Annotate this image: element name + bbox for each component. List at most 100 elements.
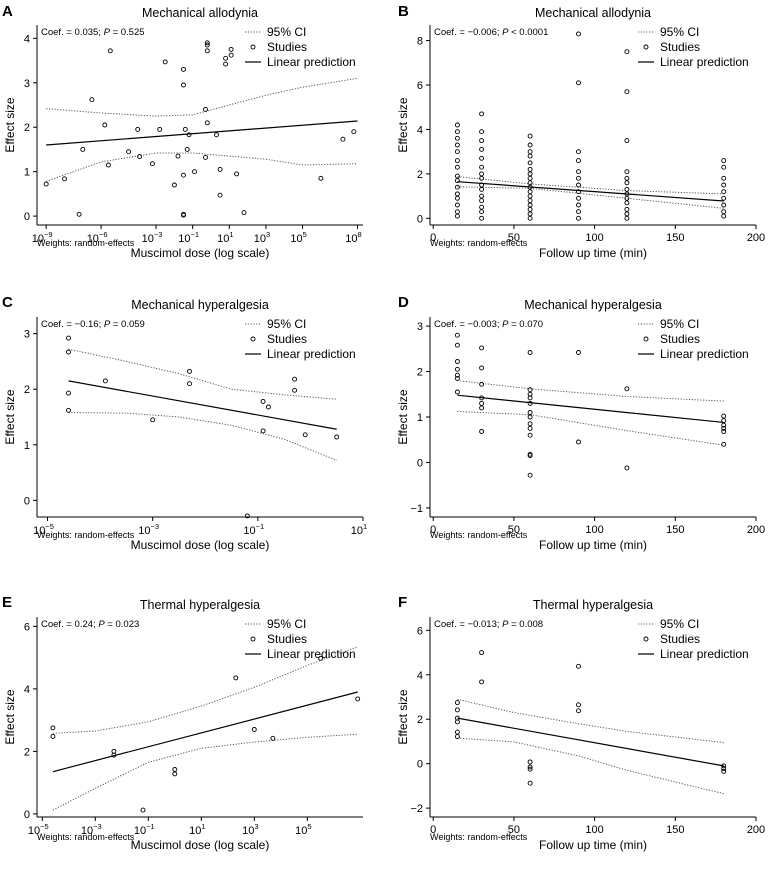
- fit-line: [68, 380, 337, 430]
- x-tick-exponent: −3: [93, 822, 102, 831]
- study-point: [479, 405, 485, 411]
- study-point: [479, 345, 485, 351]
- study-point: [721, 766, 727, 772]
- x-tick-base: 10: [32, 233, 44, 245]
- legend-fit-label: Linear prediction: [660, 55, 749, 69]
- study-point: [76, 211, 82, 217]
- study-point: [527, 149, 533, 155]
- x-tick-label: 10−1: [134, 822, 155, 837]
- panel-letter: E: [2, 594, 12, 611]
- study-point: [80, 146, 86, 152]
- study-point: [241, 210, 247, 216]
- study-point: [624, 386, 630, 392]
- study-point: [50, 733, 56, 739]
- y-tick-label: 3: [24, 329, 30, 341]
- study-point: [62, 176, 67, 182]
- x-tick-exponent: 3: [254, 822, 258, 831]
- coef-text: Coef. = −0.16;: [41, 319, 104, 330]
- panel-title: Mechanical allodynia: [142, 6, 258, 20]
- x-axis-label: Follow up time (min): [539, 538, 647, 552]
- study-point: [527, 764, 533, 770]
- study-point: [721, 441, 727, 447]
- study-point: [479, 381, 485, 387]
- study-point: [217, 166, 223, 172]
- study-point: [479, 129, 485, 135]
- coef-text: Coef. = 0.24;: [41, 619, 98, 630]
- ci-upper-line: [52, 646, 358, 734]
- study-point: [527, 780, 533, 786]
- study-point: [527, 432, 533, 438]
- x-tick-base: 10: [134, 825, 146, 837]
- legend-studies-swatch: [250, 336, 256, 342]
- x-tick-exponent: −1: [146, 822, 155, 831]
- study-point: [233, 675, 239, 681]
- x-axis-label: Follow up time (min): [539, 838, 647, 852]
- x-tick-base: 10: [242, 825, 254, 837]
- legend-studies-label: Studies: [660, 632, 700, 646]
- x-tick-exponent: 1: [229, 230, 233, 239]
- study-point: [527, 211, 533, 217]
- y-tick-label: 1: [24, 167, 30, 179]
- x-tick-label: 105: [290, 230, 306, 245]
- p-symbol: P: [502, 27, 509, 38]
- x-tick-exponent: −5: [40, 822, 49, 831]
- study-point: [479, 650, 485, 656]
- x-axis-label: Follow up time (min): [539, 246, 647, 260]
- study-point: [171, 182, 177, 188]
- panel-letter: D: [398, 294, 409, 311]
- study-point: [624, 175, 630, 181]
- y-tick-label: 2: [24, 384, 30, 396]
- study-point: [576, 80, 581, 86]
- study-point: [43, 181, 49, 187]
- study-point: [187, 368, 192, 374]
- x-tick-label: 10−1: [178, 230, 199, 245]
- study-point: [454, 342, 460, 348]
- panel-title: Mechanical allodynia: [535, 6, 651, 20]
- study-point: [50, 725, 56, 731]
- legend-studies-swatch: [643, 336, 649, 342]
- x-tick-label: 50: [508, 524, 520, 536]
- x-tick-base: 10: [33, 525, 45, 537]
- p-symbol: P: [502, 319, 509, 330]
- x-tick-label: 10−9: [32, 230, 53, 245]
- x-tick-label: 10−1: [243, 522, 264, 537]
- study-point: [624, 186, 630, 192]
- ci-upper-line: [46, 77, 358, 117]
- study-point: [187, 381, 192, 387]
- study-point: [576, 215, 581, 221]
- x-tick-base: 10: [254, 233, 266, 245]
- study-point: [576, 195, 581, 201]
- legend-studies-label: Studies: [660, 40, 700, 54]
- ci-lower-line: [457, 737, 724, 795]
- p-value: < 0.0001: [508, 27, 548, 38]
- legend-ci-label: 95% CI: [660, 617, 699, 631]
- study-point: [624, 211, 630, 217]
- study-point: [302, 432, 308, 438]
- y-tick-label: 4: [24, 33, 30, 45]
- x-tick-base: 10: [217, 233, 229, 245]
- panel-b: B Mechanical allodynia 0 2 4 6 8 0 50 100 150 200 Fo…: [396, 3, 765, 260]
- y-tick-label: 6: [417, 625, 423, 637]
- study-point: [527, 410, 533, 415]
- study-point: [576, 158, 581, 164]
- x-tick-base: 10: [295, 825, 307, 837]
- panel-title: Thermal hyperalgesia: [533, 598, 653, 612]
- x-tick-exponent: −9: [44, 230, 53, 239]
- study-point: [107, 48, 113, 54]
- ci-upper-line: [68, 348, 337, 400]
- study-point: [624, 180, 630, 186]
- x-tick-exponent: −6: [99, 230, 108, 239]
- panel-title: Mechanical hyperalgesia: [524, 298, 662, 312]
- legend-studies-swatch: [250, 44, 256, 50]
- study-point: [624, 215, 630, 221]
- y-tick-label: 8: [417, 36, 423, 48]
- x-tick-exponent: 5: [307, 822, 311, 831]
- study-point: [204, 120, 210, 126]
- study-point: [204, 42, 210, 48]
- panel-letter: A: [2, 3, 13, 20]
- study-point: [181, 82, 186, 88]
- study-point: [527, 180, 533, 186]
- study-point: [576, 439, 581, 445]
- legend-ci-label: 95% CI: [267, 25, 306, 39]
